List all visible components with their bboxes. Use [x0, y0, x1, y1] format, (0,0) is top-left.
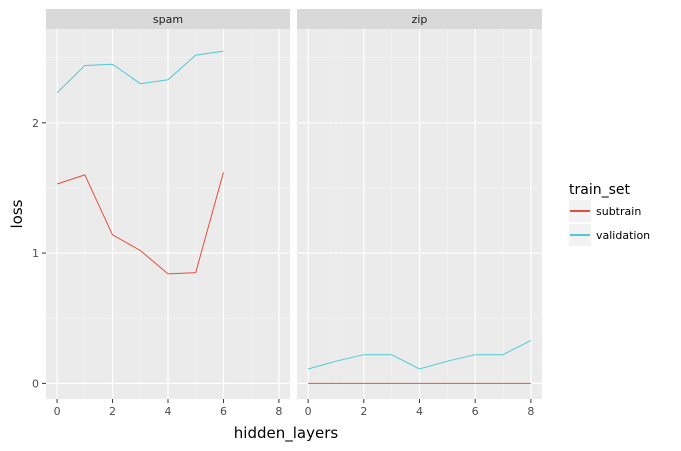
- x-tick-label: 6: [220, 405, 227, 418]
- series-line-validation: [307, 339, 532, 370]
- legend-entries: subtrain validation: [569, 200, 650, 246]
- x-tick-label: 8: [527, 405, 534, 418]
- x-tick-label: 0: [305, 405, 312, 418]
- x-tick-label: 2: [360, 405, 367, 418]
- legend-item-subtrain: subtrain: [569, 200, 641, 222]
- y-tick-label: 0: [32, 377, 39, 390]
- x-tick-label: 4: [165, 405, 172, 418]
- x-tick-label: 2: [109, 405, 116, 418]
- legend-item-validation: validation: [569, 224, 650, 246]
- y-tick-label: 1: [32, 247, 39, 260]
- x-axis-title: hidden_layers: [234, 424, 339, 443]
- legend-title: train_set: [569, 182, 630, 198]
- y-axis-title: loss: [8, 199, 26, 228]
- x-tick-label: 8: [275, 405, 282, 418]
- facet-strip-label: zip: [412, 13, 428, 26]
- legend-label-validation: validation: [596, 229, 650, 242]
- x-tick-label: 4: [416, 405, 423, 418]
- legend: train_set subtrain validation: [569, 182, 650, 246]
- series-line-subtrain: [56, 172, 224, 275]
- facet-strip: [46, 9, 290, 29]
- y-tick-label: 2: [32, 117, 39, 130]
- x-tick-label: 0: [54, 405, 61, 418]
- y-axis: 0 1 2: [32, 117, 46, 390]
- panel-spam: spam: [46, 9, 290, 399]
- panel-zip: zip: [297, 9, 542, 399]
- facet-strip: [297, 9, 542, 29]
- x-axis: 0 2 4 6 8 0 2 4 6 8: [54, 399, 534, 418]
- panels: spam zip: [46, 9, 542, 399]
- series-line-validation: [56, 50, 224, 94]
- legend-label-subtrain: subtrain: [596, 205, 641, 218]
- x-tick-label: 6: [472, 405, 479, 418]
- facet-strip-label: spam: [153, 13, 183, 26]
